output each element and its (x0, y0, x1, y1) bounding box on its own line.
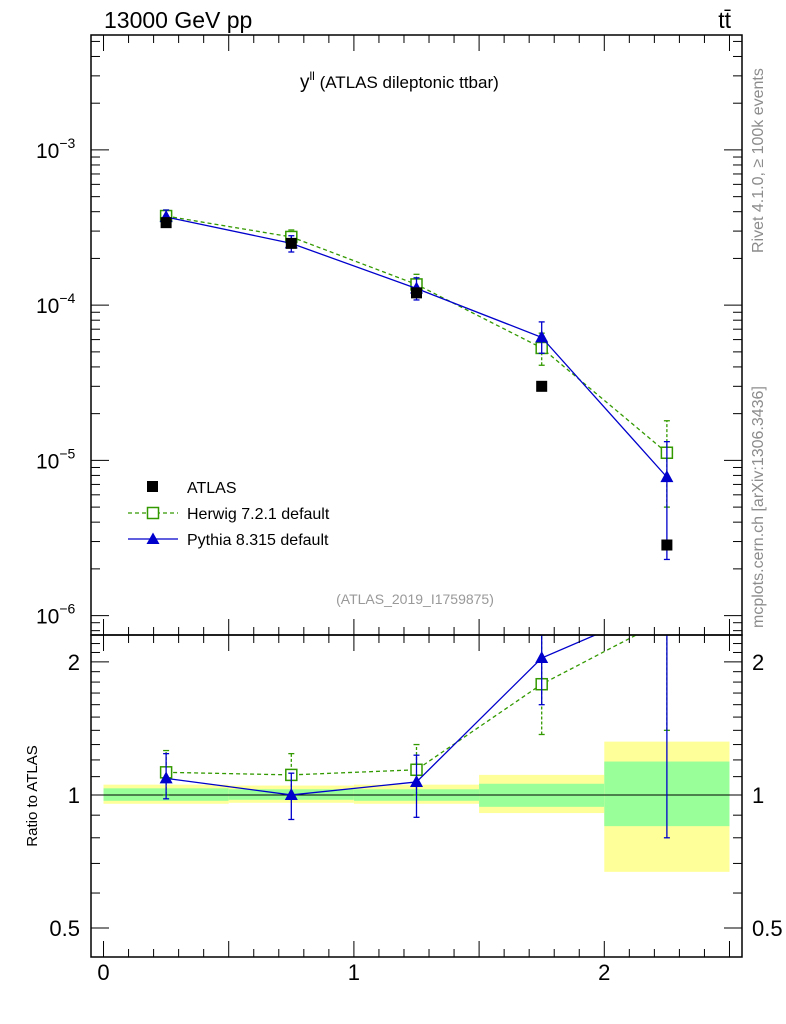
legend-atlas-marker (147, 481, 158, 492)
herwig-main-line (166, 215, 668, 454)
legend-entry-atlas: ATLAS (147, 480, 237, 497)
pythia-ratio-point (535, 651, 549, 664)
ratio-y-tick-label-right: 2 (752, 650, 764, 675)
pythia-main-point (660, 470, 674, 483)
x-tick-label: 1 (348, 960, 360, 985)
ratio-axis-ticks (91, 619, 742, 957)
process-label: tt̄ (718, 7, 731, 33)
legend-pythia-marker (146, 532, 160, 544)
x-tick-labels: 0 1 2 (97, 960, 610, 985)
legend-herwig-marker (146, 506, 160, 520)
legend-entry-herwig: Herwig 7.2.1 default (128, 506, 330, 523)
legend-herwig-label: Herwig 7.2.1 default (187, 506, 330, 523)
ratio-y-tick-labels: 0.5 0.5 1 1 2 2 (49, 650, 782, 941)
analysis-id: (ATLAS_2019_I1759875) (336, 591, 494, 607)
atlas-data-point (411, 287, 422, 299)
x-tick-label: 2 (598, 960, 610, 985)
legend-entry-pythia: Pythia 8.315 default (128, 532, 329, 549)
herwig-ratio-point (661, 613, 672, 624)
atlas-data-point (285, 237, 297, 249)
atlas-data-point (661, 539, 673, 551)
main-y-tick-label: 10−5 (36, 445, 76, 473)
pythia-ratio-point (660, 597, 673, 609)
main-y-tick-label: 10−6 (36, 601, 76, 629)
pythia-main-point (535, 330, 549, 343)
ratio-frame (90, 634, 743, 958)
legend-pythia-label: Pythia 8.315 default (187, 532, 329, 549)
main-y-tick-label: 10−3 (36, 135, 76, 163)
ratio-ylabel: Ratio to ATLAS (24, 745, 41, 846)
x-tick-label: 0 (97, 960, 109, 985)
plot-title: yll (ATLAS dileptonic ttbar) (300, 69, 499, 93)
atlas-data-point (536, 380, 548, 392)
ratio-y-tick-label-right: 1 (752, 783, 764, 808)
plot-title-var: y (300, 72, 310, 93)
energy-label: 13000 GeV pp (104, 7, 252, 33)
pythia-ratio-point (410, 774, 423, 787)
herwig-ratio-line (166, 635, 638, 776)
plot-title-sup: ll (310, 69, 315, 83)
legend: ATLAS Herwig 7.2.1 default Pythia 8.315 … (128, 480, 330, 549)
main-y-tick-label: 10−4 (36, 290, 76, 318)
side-label-bottom: mcplots.cern.ch [arXiv:1306.3436] (750, 386, 767, 628)
ratio-y-tick-label-left: 0.5 (49, 916, 80, 941)
main-series-layer (159, 209, 674, 561)
side-label-top: Rivet 4.1.0, ≥ 100k events (750, 68, 767, 253)
plot-title-rest: (ATLAS dileptonic ttbar) (315, 73, 499, 92)
legend-atlas-label: ATLAS (187, 480, 237, 497)
main-panel: 10−6 10−5 10−4 10−3 yll (ATLAS dileptonic t… (36, 34, 743, 636)
pythia-ratio-point (284, 787, 298, 800)
ratio-y-tick-label-right: 0.5 (752, 916, 783, 941)
ratio-series-layer (159, 597, 673, 839)
ratio-panel: 0.5 0.5 1 1 2 2 0 1 2 Ratio to ATLAS (24, 597, 783, 985)
main-y-tick-labels: 10−6 10−5 10−4 10−3 (36, 135, 76, 629)
ratio-y-tick-label-left: 1 (68, 783, 80, 808)
pythia-main-line (165, 216, 668, 478)
main-axis-ticks (91, 35, 742, 632)
ratio-y-tick-label-left: 2 (68, 650, 80, 675)
pythia-ratio-point (159, 771, 173, 784)
atlas-data-point (160, 217, 172, 229)
